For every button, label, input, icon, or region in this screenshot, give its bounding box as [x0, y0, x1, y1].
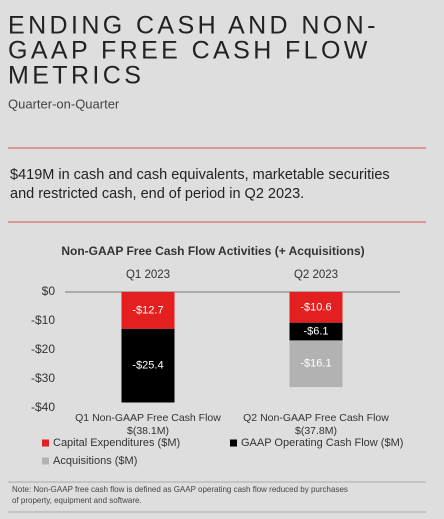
category-caption: Q1 Non-GAAP Free Cash Flow	[75, 412, 221, 424]
legend-label: GAAP Operating Cash Flow ($M)	[241, 437, 403, 449]
bar-segment	[121, 292, 175, 329]
title: ENDING CASH AND NON- GAAP FREE CASH FLOW…	[8, 12, 379, 90]
bar-segment	[289, 322, 343, 341]
summary-line: and restricted cash, end of period in Q2…	[10, 186, 304, 202]
bar-segment	[289, 292, 343, 323]
note-line: of property, equipment and software.	[12, 496, 142, 505]
category-label: Q2 2023	[294, 269, 338, 281]
bar-segment	[289, 340, 343, 388]
legend-swatch	[42, 439, 49, 447]
y-tick-label: -$40	[31, 400, 55, 414]
title-line: ENDING CASH AND NON-	[8, 12, 379, 40]
note-line: Note: Non-GAAP free cash flow is defined…	[12, 485, 348, 494]
summary-line: $419M in cash and cash equivalents, mark…	[10, 167, 390, 183]
title-line: GAAP FREE CASH FLOW	[8, 37, 371, 65]
value-label: -$10.6	[300, 301, 331, 313]
title-line: METRICS	[8, 62, 144, 90]
category-caption: $(38.1M)	[127, 425, 169, 437]
bar-segment	[121, 328, 175, 403]
value-label: -$12.7	[132, 304, 163, 316]
category-caption: $(37.8M)	[295, 425, 337, 437]
legend-label: Acquisitions ($M)	[53, 455, 137, 467]
value-label: -$16.1	[300, 358, 331, 370]
category-label: Q1 2023	[126, 269, 170, 281]
y-tick-label: -$10	[31, 313, 55, 327]
y-tick-label: -$30	[31, 371, 55, 385]
subtitle: Quarter-on-Quarter	[8, 96, 120, 111]
value-label: -$6.1	[303, 325, 328, 337]
legend-swatch	[230, 439, 237, 447]
chart-title: Non-GAAP Free Cash Flow Activities (+ Ac…	[61, 244, 364, 258]
category-caption: Q2 Non-GAAP Free Cash Flow	[243, 412, 389, 424]
value-label: -$25.4	[132, 360, 163, 372]
legend-label: Capital Expenditures ($M)	[53, 437, 180, 449]
y-tick-label: -$20	[31, 342, 55, 356]
y-tick-label: $0	[42, 284, 56, 298]
legend-swatch	[42, 457, 49, 465]
